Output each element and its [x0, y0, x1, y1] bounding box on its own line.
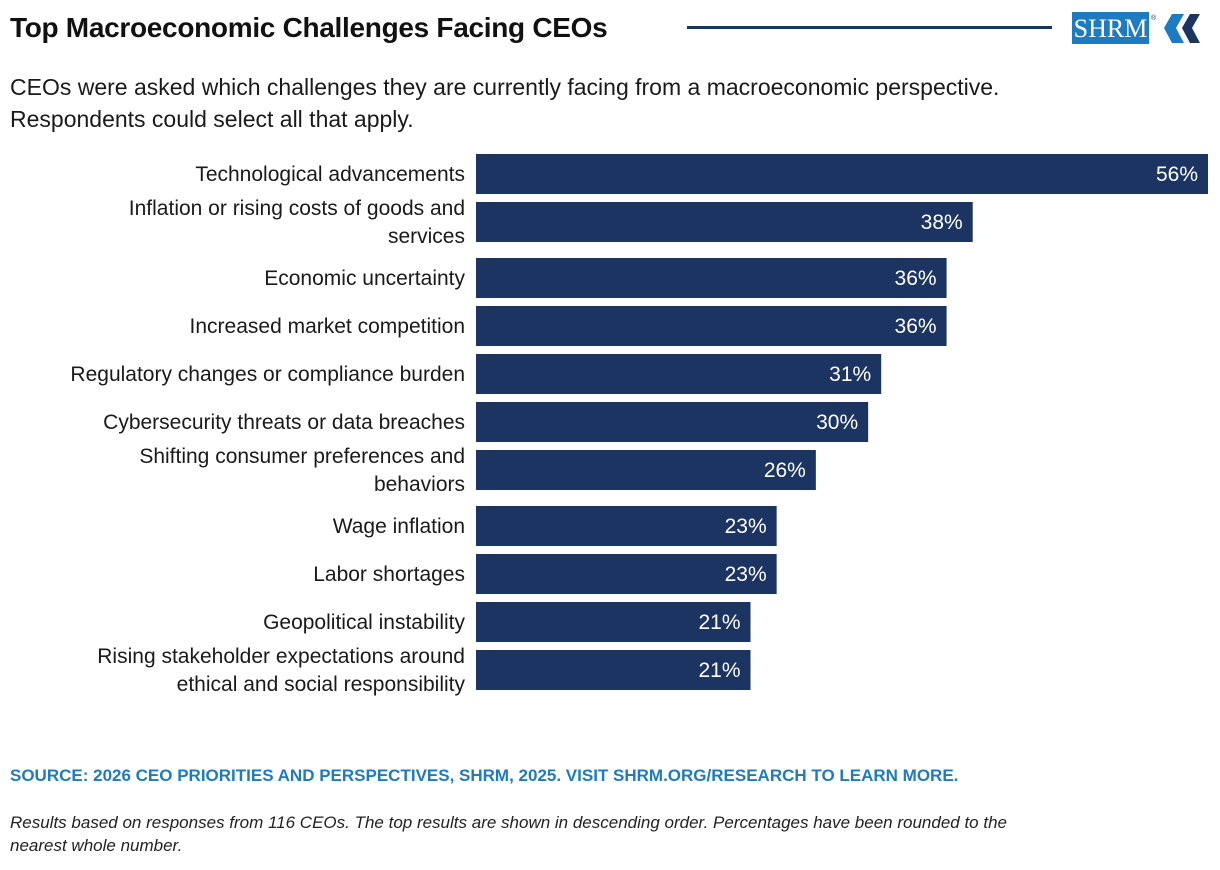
category-label: Regulatory changes or compliance burden: [70, 363, 465, 386]
logo-text: SHRM: [1074, 14, 1148, 43]
bar: [476, 450, 816, 490]
category-label: Technological advancements: [195, 163, 465, 186]
bar-value-label: 56%: [1156, 163, 1198, 186]
bar: [476, 554, 777, 594]
bar: [476, 306, 947, 346]
footnote-line: Results based on responses from 116 CEOs…: [10, 813, 1007, 832]
category-label: Labor shortages: [313, 563, 465, 586]
bar-value-label: 21%: [698, 659, 740, 682]
bar-value-label: 31%: [829, 363, 871, 386]
bar-value-label: 30%: [816, 411, 858, 434]
chart-title: Top Macroeconomic Challenges Facing CEOs: [10, 12, 608, 43]
logo-box: [1072, 12, 1149, 44]
bar: [476, 354, 882, 394]
logo-registered-mark: ®: [1151, 14, 1157, 22]
category-label: Cybersecurity threats or data breaches: [103, 411, 465, 434]
bar-value-label: 23%: [725, 563, 767, 586]
category-label: Increased market competition: [190, 315, 465, 338]
bar: [476, 506, 777, 546]
category-label: ethical and social responsibility: [177, 673, 466, 696]
bar: [476, 258, 947, 298]
bar-value-label: 23%: [725, 515, 767, 538]
subtitle-line: CEOs were asked which challenges they ar…: [10, 74, 1000, 100]
bar: [476, 402, 869, 442]
category-label: Rising stakeholder expectations around: [97, 645, 465, 668]
category-label: Shifting consumer preferences and: [139, 445, 465, 468]
bar: [476, 154, 1208, 194]
bar-value-label: 36%: [895, 267, 937, 290]
category-label: services: [388, 225, 465, 248]
shrm-logo: SHRM ®: [1072, 12, 1200, 44]
bar-value-label: 36%: [895, 315, 937, 338]
bar: [476, 650, 751, 690]
bar-value-label: 21%: [698, 611, 740, 634]
subtitle-line: Respondents could select all that apply.: [10, 106, 414, 132]
footnote: Results based on responses from 116 CEOs…: [10, 811, 1200, 857]
category-label: Wage inflation: [333, 515, 465, 538]
bar: [476, 602, 751, 642]
bar-value-label: 26%: [764, 459, 806, 482]
footnote-line: nearest whole number.: [10, 836, 183, 855]
chart-subtitle: CEOs were asked which challenges they ar…: [10, 71, 1190, 135]
category-label: Geopolitical instability: [263, 611, 465, 634]
bar: [476, 202, 973, 242]
category-label: Inflation or rising costs of goods and: [129, 197, 465, 220]
bar-chart: 56% Technological advancements 38% Inflatio…: [70, 154, 1208, 696]
category-label: Economic uncertainty: [264, 267, 465, 290]
title-divider: [687, 26, 1052, 29]
source-line: SOURCE: 2026 CEO PRIORITIES AND PERSPECT…: [10, 766, 959, 785]
logo-chevron-icon: [1164, 14, 1200, 43]
bar-value-label: 38%: [921, 211, 963, 234]
category-label: behaviors: [374, 473, 465, 496]
